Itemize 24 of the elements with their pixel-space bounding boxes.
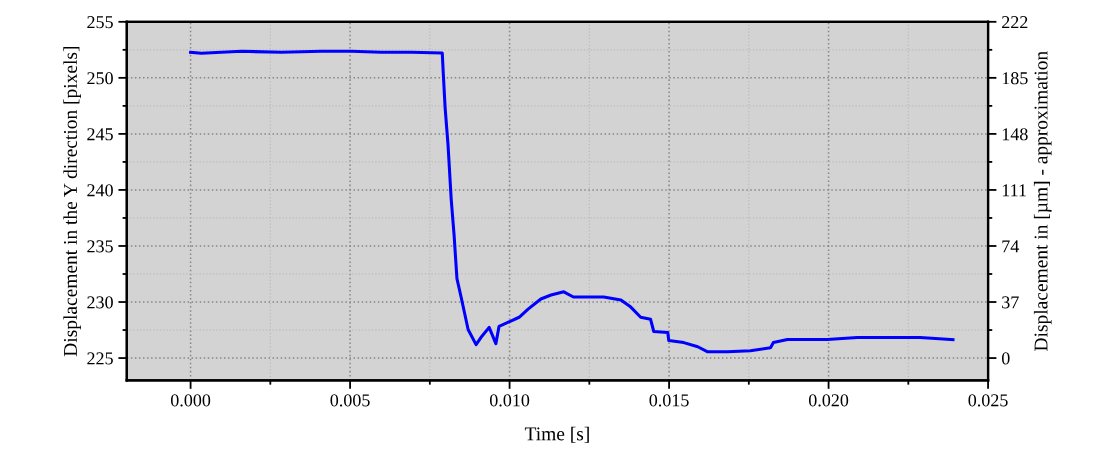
x-axis-title: Time [s] (524, 426, 589, 443)
y2-tick-label: 111 (1002, 184, 1026, 197)
x-tick-label: 0.020 (808, 394, 849, 407)
y-tick-label: 230 (87, 296, 113, 309)
y2-tick-label: 222 (1002, 16, 1028, 29)
y2-tick-label: 74 (1002, 240, 1020, 253)
y2-tick-label: 0 (1001, 352, 1010, 365)
x-tick-label: 0.000 (170, 394, 211, 407)
x-tick-label: 0.005 (330, 394, 370, 407)
y2-tick-label: 185 (1002, 72, 1028, 85)
y-tick-label: 240 (87, 184, 113, 197)
y-tick-label: 235 (87, 240, 113, 253)
y-tick-label: 225 (87, 352, 113, 365)
y-axis-title: Displacement in the Y direction [pixels] (63, 47, 81, 357)
line-series (189, 49, 955, 354)
y-tick-label: 250 (87, 72, 113, 85)
y2-tick-label: 148 (1002, 128, 1028, 141)
y-tick-label: 255 (87, 16, 113, 29)
y-tick-label: 245 (87, 128, 113, 141)
y2-tick-label: 37 (1002, 296, 1019, 309)
x-tick-label: 0.025 (968, 394, 1008, 407)
x-tick-label: 0.015 (649, 394, 689, 407)
y2-axis-title: Displacement in [µm] - approximation (1033, 51, 1052, 351)
x-tick-label: 0.010 (489, 394, 530, 407)
